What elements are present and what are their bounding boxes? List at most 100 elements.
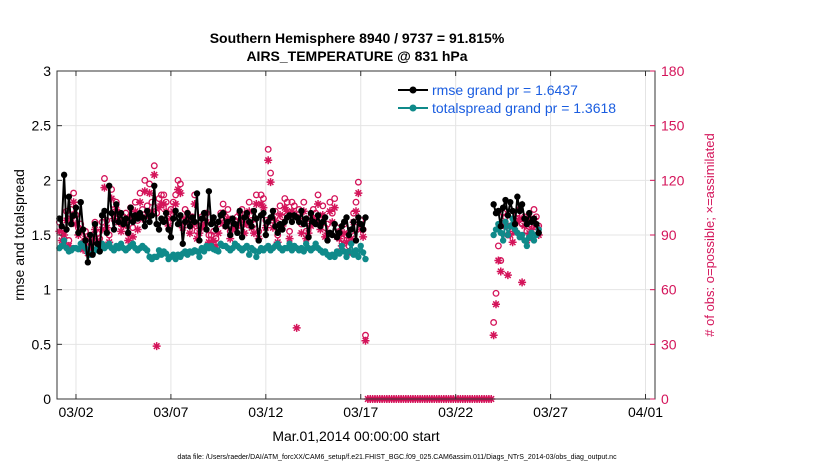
obs-assimilated-marker: [152, 342, 161, 351]
x-tick-label: 03/27: [533, 404, 568, 420]
rmse-marker: [499, 204, 507, 211]
obs-possible-marker: [300, 198, 308, 206]
spread-marker: [499, 237, 507, 244]
spread-marker: [348, 240, 355, 247]
rmse-marker: [193, 190, 201, 197]
obs-assimilated-marker: [176, 189, 185, 198]
spread-marker: [492, 226, 500, 233]
rmse-marker: [504, 212, 512, 219]
obs-assimilated-marker: [496, 267, 505, 276]
spread-marker: [153, 253, 160, 261]
rmse-marker: [205, 188, 213, 195]
rmse-marker: [115, 218, 122, 226]
rmse-marker: [101, 207, 108, 215]
obs-assimilated-marker: [292, 323, 301, 332]
obs-assimilated-marker: [321, 232, 330, 241]
obs-assimilated-marker: [492, 300, 501, 309]
obs-assimilated-marker: [249, 229, 258, 238]
rmse-marker: [162, 209, 170, 217]
rmse-marker: [106, 182, 113, 189]
obs-assimilated-marker: [503, 271, 512, 280]
y-left-tick-label: 0.5: [32, 336, 52, 352]
obs-assimilated-marker: [226, 234, 235, 243]
obs-assimilated-marker: [214, 229, 223, 238]
obs-assimilated-marker: [178, 223, 187, 232]
series-layer: [55, 145, 543, 403]
rmse-marker: [65, 193, 73, 200]
rmse-marker: [79, 226, 87, 233]
rmse-marker: [355, 214, 362, 221]
rmse-marker: [307, 209, 315, 217]
x-tick-label: 03/02: [58, 404, 93, 420]
rmse-marker: [276, 220, 284, 228]
rmse-marker: [203, 226, 210, 233]
obs-assimilated-marker: [354, 189, 363, 198]
obs-assimilated-marker: [257, 200, 266, 209]
obs-possible-marker: [490, 319, 498, 326]
obs-assimilated-marker: [209, 236, 218, 245]
obs-assimilated-marker: [133, 225, 142, 234]
rmse-marker: [167, 233, 175, 241]
rmse-marker: [350, 218, 357, 226]
obs-possible-marker: [141, 176, 149, 184]
obs-assimilated-marker: [131, 207, 140, 216]
rmse-marker: [497, 223, 504, 230]
spread-marker: [355, 253, 362, 261]
spread-marker: [490, 231, 497, 239]
spread-marker: [286, 240, 293, 247]
rmse-marker: [179, 240, 186, 247]
spread-marker: [162, 250, 170, 257]
x-tick-label: 03/22: [438, 404, 473, 420]
rmse-marker: [255, 237, 262, 244]
obs-assimilated-marker: [107, 194, 116, 203]
rmse-marker: [177, 212, 184, 219]
rmse-marker: [77, 199, 84, 206]
rmse-marker: [148, 212, 156, 219]
rmse-marker: [279, 226, 286, 233]
spread-marker: [518, 231, 526, 239]
obs-assimilated-marker: [235, 218, 244, 227]
rmse-marker: [63, 226, 70, 233]
obs-possible-marker: [494, 242, 502, 250]
obs-possible-marker: [224, 206, 232, 213]
rmse-marker: [250, 207, 258, 215]
obs-assimilated-marker: [69, 198, 78, 207]
y-right-tick-label: 30: [661, 336, 677, 352]
obs-assimilated-marker: [55, 227, 64, 236]
rmse-marker: [495, 207, 502, 215]
rmse-marker: [56, 215, 63, 222]
obs-assimilated-marker: [297, 229, 306, 238]
rmse-marker: [229, 215, 236, 222]
grid-layer: [57, 71, 655, 399]
rmse-marker: [523, 220, 531, 228]
obs-possible-marker: [219, 200, 227, 208]
legend-spread-label: totalspread grand pr = 1.3618: [432, 100, 616, 116]
obs-assimilated-marker: [340, 229, 349, 238]
obs-possible-marker: [530, 206, 538, 213]
chart-title-line1: Southern Hemisphere 8940 / 9737 = 91.815…: [210, 30, 505, 46]
obs-possible-marker: [70, 189, 78, 197]
obs-assimilated-marker: [109, 214, 118, 223]
y-left-tick-label: 2: [43, 172, 51, 188]
y-axis-left-label: rmse and totalspread: [11, 169, 27, 301]
rmse-marker: [151, 182, 158, 189]
rmse-marker: [70, 212, 77, 219]
obs-possible-marker: [326, 198, 334, 206]
rmse-marker: [521, 215, 528, 222]
rmse-marker: [234, 229, 241, 237]
rmse-marker: [198, 215, 205, 222]
rmse-marker: [345, 231, 353, 239]
rmse-marker: [231, 220, 239, 228]
rmse-marker: [89, 251, 96, 258]
obs-assimilated-marker: [316, 225, 325, 234]
rmse-marker: [117, 209, 125, 217]
obs-assimilated-marker: [342, 238, 351, 247]
obs-assimilated-marker: [190, 200, 199, 209]
obs-assimilated-marker: [287, 207, 296, 216]
obs-assimilated-marker: [283, 207, 292, 216]
tick-layer: 03/02 03/07 03/12 03/17 03/22 03/27 04/0100.51…: [32, 63, 685, 420]
obs-assimilated-marker: [117, 227, 126, 236]
rmse-marker: [227, 231, 234, 239]
obs-assimilated-marker: [242, 220, 251, 229]
